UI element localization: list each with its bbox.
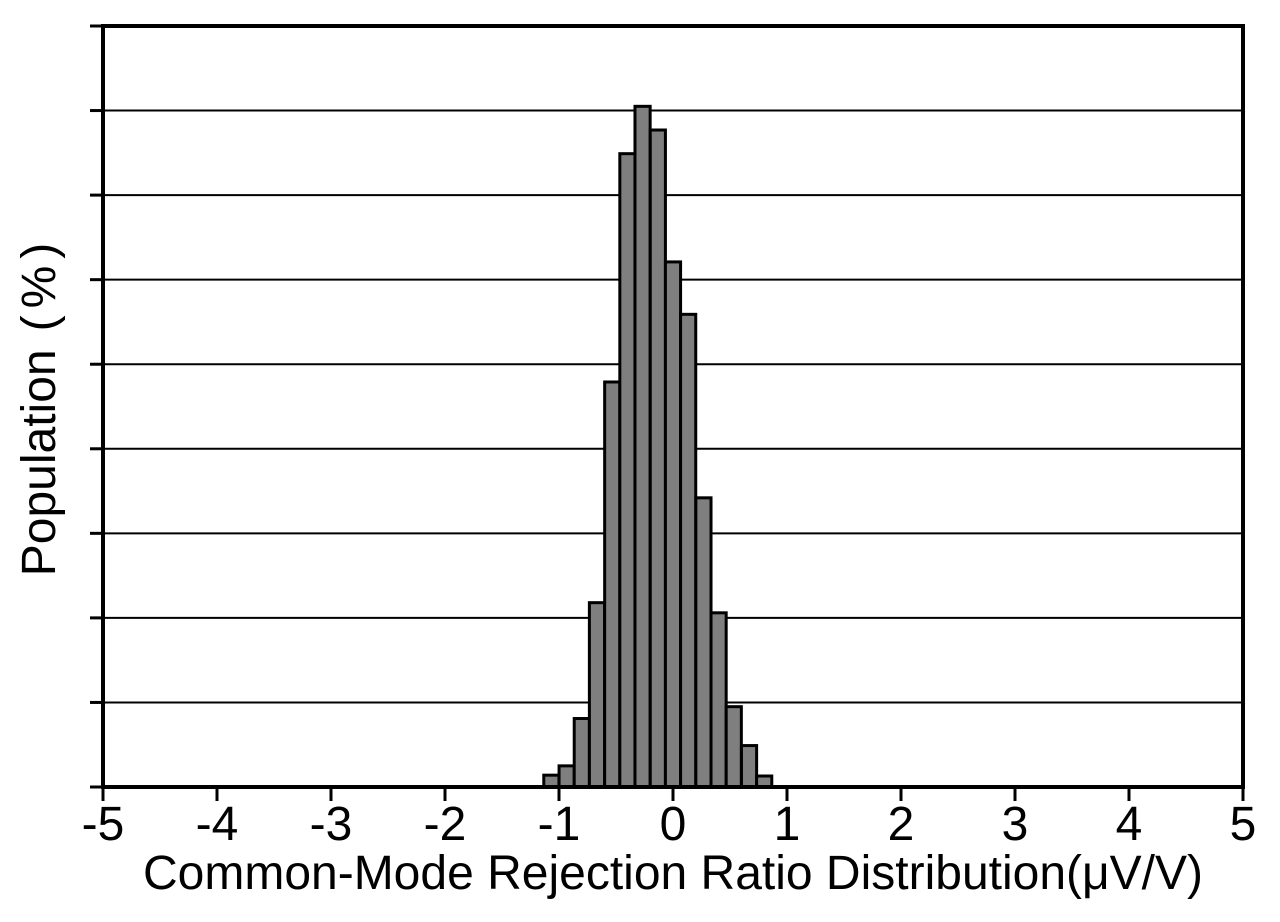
histogram-bar	[633, 104, 652, 789]
histogram-bar	[648, 128, 667, 789]
x-axis-title: Common-Mode Rejection Ratio Distribution…	[103, 850, 1243, 898]
histogram-bar	[572, 717, 591, 789]
x-tick-label: -5	[82, 798, 125, 851]
x-tick-label: 5	[1230, 798, 1257, 851]
x-tick-label: 1	[774, 798, 801, 851]
x-tick-label: 4	[1116, 798, 1143, 851]
x-tick-label: 3	[1002, 798, 1029, 851]
histogram-bar	[618, 152, 637, 789]
histogram-bar	[724, 705, 743, 789]
histogram-bar	[679, 312, 698, 789]
x-tick-label: 2	[888, 798, 915, 851]
histogram-bar	[557, 764, 576, 789]
histogram-bar	[739, 744, 759, 789]
x-tick-label: -4	[196, 798, 239, 851]
x-tick-label: -2	[424, 798, 467, 851]
histogram-bar	[709, 611, 728, 789]
y-axis-title: Population (%)	[12, 25, 68, 787]
x-axis-title-text: Common-Mode Rejection Ratio Distribution…	[142, 847, 1204, 900]
histogram-bar	[603, 380, 622, 789]
x-tick-label: -3	[310, 798, 353, 851]
x-tick-label: 0	[660, 798, 687, 851]
plot-frame	[101, 24, 1245, 789]
histogram-bar	[694, 496, 713, 789]
x-tick-label: -1	[538, 798, 581, 851]
histogram-bar	[663, 260, 683, 789]
y-axis-title-unit: (%)	[13, 235, 66, 332]
y-axis-title-text: Population	[13, 349, 66, 577]
histogram-bar	[587, 601, 607, 789]
